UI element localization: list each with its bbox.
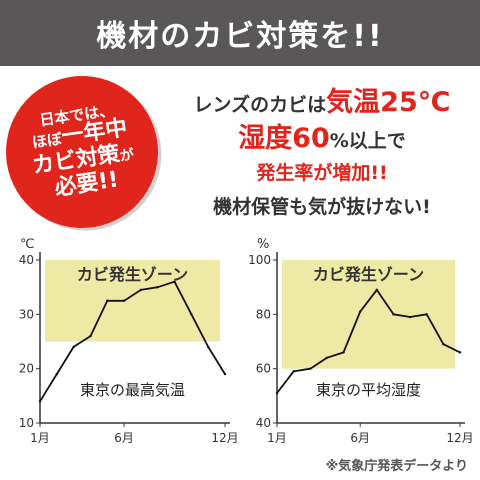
humidity-data-point (309, 367, 312, 370)
humidity-data-point (275, 391, 279, 395)
temp-data-point (72, 345, 75, 349)
temp-zone-label: カビ発生ゾーン (77, 265, 188, 284)
badge-line-3-small: が (118, 146, 136, 165)
humidity-x-tick-label: 1月 (267, 431, 287, 445)
humidity-data-point (342, 351, 345, 354)
humidity-chart-title: 東京の平均湿度 (316, 381, 421, 399)
humidity-chart: カビ発生ゾーン% 40 60 80 100 1月 6月 12月 東京の平均湿度 (248, 237, 474, 445)
temp-x-tick-label: 6月 (114, 431, 134, 445)
header-title: 機材のカビ対策を!! (96, 19, 384, 54)
humidity-data-point (375, 288, 379, 292)
humidity-data-point (325, 356, 329, 359)
temp-data-point (190, 313, 193, 316)
humidity-data-point (408, 315, 412, 319)
temp-data-point (139, 288, 143, 292)
humidity-data-point (392, 313, 395, 316)
humidity-y-tick-label: 40 (256, 416, 271, 430)
humidity-data-point (458, 351, 462, 354)
humidity-unit-label: % (257, 237, 269, 252)
badge-line-2-small: ほぼ (31, 130, 64, 153)
header-banner: 機材のカビ対策を!! (0, 0, 480, 66)
source-note: ※気象庁発表データより (325, 459, 468, 474)
temp-data-point (38, 400, 42, 403)
message-line-3: 発生率が増加!! (256, 162, 388, 184)
temperature-chart: カビ発生ゾーン ℃ 10 20 30 40 1月 6月 12月 東京の最高気温 (19, 237, 239, 445)
temp-series-line (39, 280, 226, 402)
message-line-1: レンズのカビは気温25℃ (172, 80, 472, 119)
temp-x-tick-label: 1月 (30, 431, 50, 445)
humidity-zone-label: カビ発生ゾーン (313, 265, 424, 284)
temp-data-point (89, 334, 92, 338)
temp-zone-band (45, 260, 220, 342)
humidity-series-line (276, 289, 461, 394)
message-line-2-highlight: 湿度60 (238, 123, 330, 154)
temp-y-tick-label: 10 (19, 416, 34, 430)
temp-unit-label: ℃ (20, 237, 35, 252)
temp-data-point (106, 299, 109, 302)
temp-data-point (122, 299, 126, 302)
temp-chart-title: 東京の最高気温 (80, 381, 185, 399)
humidity-y-tick-label: 100 (248, 253, 271, 267)
temp-y-tick-label: 30 (19, 307, 34, 321)
humidity-data-point (425, 313, 428, 316)
temp-data-point (173, 280, 176, 283)
humidity-x-tick-label: 12月 (446, 431, 473, 445)
humidity-data-point (358, 310, 362, 313)
message-line-2-suffix: %以上で (329, 130, 406, 152)
temp-data-point (156, 285, 159, 289)
message-line-1-prefix: レンズのカビは (193, 94, 327, 116)
humidity-y-tick-label: 80 (256, 307, 271, 321)
humidity-data-point (442, 343, 445, 346)
temp-y-tick-label: 40 (19, 253, 34, 267)
humidity-x-tick-label: 6月 (350, 431, 370, 445)
temp-data-point (223, 372, 227, 376)
temp-y-tick-label: 20 (19, 362, 34, 376)
message-line-1-highlight: 気温25℃ (326, 87, 451, 118)
temp-x-tick-label: 12月 (211, 431, 238, 445)
temp-data-point (206, 345, 210, 349)
humidity-data-point (292, 370, 295, 373)
temp-data-point (55, 372, 59, 376)
message-line-2: 湿度60%以上で (172, 116, 472, 155)
humidity-y-tick-label: 60 (256, 362, 271, 376)
red-badge: 日本では、 ほぼ一年中 カビ対策が 必要!! (0, 66, 168, 238)
message-line-4: 機材保管も気が抜けない! (213, 196, 431, 218)
